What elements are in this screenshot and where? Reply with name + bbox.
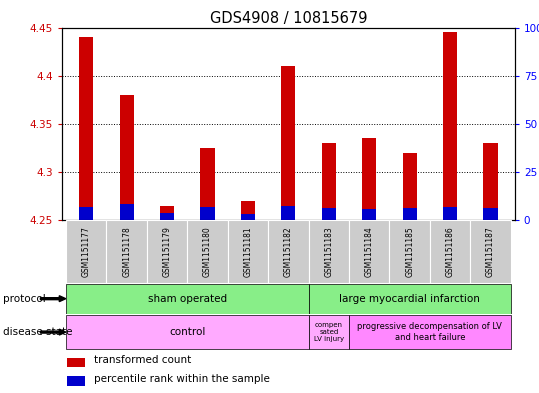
Bar <box>362 209 376 220</box>
Text: GSM1151185: GSM1151185 <box>405 226 414 277</box>
Title: GDS4908 / 10815679: GDS4908 / 10815679 <box>210 11 367 26</box>
Bar <box>241 214 255 220</box>
Bar <box>201 207 215 220</box>
Bar <box>349 315 511 349</box>
Bar <box>322 208 336 220</box>
Bar <box>308 220 349 283</box>
Bar <box>322 143 336 220</box>
Text: compen
sated
LV injury: compen sated LV injury <box>314 322 344 342</box>
Bar <box>120 95 134 220</box>
Bar <box>66 376 85 386</box>
Bar <box>160 213 174 220</box>
Bar <box>79 207 93 220</box>
Bar <box>106 220 147 283</box>
Bar <box>349 220 389 283</box>
Bar <box>66 315 308 349</box>
Bar <box>66 284 308 314</box>
Text: progressive decompensation of LV
and heart failure: progressive decompensation of LV and hea… <box>357 322 502 342</box>
Text: GSM1151178: GSM1151178 <box>122 226 131 277</box>
Text: GSM1151180: GSM1151180 <box>203 226 212 277</box>
Bar <box>403 208 417 220</box>
Text: GSM1151182: GSM1151182 <box>284 226 293 277</box>
Text: protocol: protocol <box>3 294 45 304</box>
Text: GSM1151186: GSM1151186 <box>446 226 454 277</box>
Text: control: control <box>169 327 205 337</box>
Bar <box>241 201 255 220</box>
Text: GSM1151183: GSM1151183 <box>324 226 333 277</box>
Bar <box>227 220 268 283</box>
Bar <box>268 220 308 283</box>
Bar <box>201 148 215 220</box>
Bar <box>120 204 134 220</box>
Text: sham operated: sham operated <box>148 294 227 304</box>
Bar <box>281 206 295 220</box>
Bar <box>160 206 174 220</box>
Bar <box>147 220 188 283</box>
Text: GSM1151181: GSM1151181 <box>244 226 252 277</box>
Bar <box>443 32 457 220</box>
Bar <box>483 208 497 220</box>
Text: percentile rank within the sample: percentile rank within the sample <box>94 374 270 384</box>
Bar <box>443 207 457 220</box>
Text: GSM1151184: GSM1151184 <box>365 226 374 277</box>
Bar <box>66 358 85 367</box>
Text: GSM1151179: GSM1151179 <box>163 226 171 277</box>
Bar <box>308 315 349 349</box>
Bar <box>483 143 497 220</box>
Bar <box>79 37 93 220</box>
Bar <box>281 66 295 220</box>
Bar <box>66 220 107 283</box>
Bar <box>308 284 511 314</box>
Bar <box>403 152 417 220</box>
Text: disease state: disease state <box>3 327 72 337</box>
Bar <box>430 220 470 283</box>
Bar <box>470 220 511 283</box>
Text: transformed count: transformed count <box>94 355 191 365</box>
Text: large myocardial infarction: large myocardial infarction <box>339 294 480 304</box>
Bar <box>188 220 228 283</box>
Bar <box>389 220 430 283</box>
Text: GSM1151177: GSM1151177 <box>82 226 91 277</box>
Text: GSM1151187: GSM1151187 <box>486 226 495 277</box>
Bar <box>362 138 376 220</box>
